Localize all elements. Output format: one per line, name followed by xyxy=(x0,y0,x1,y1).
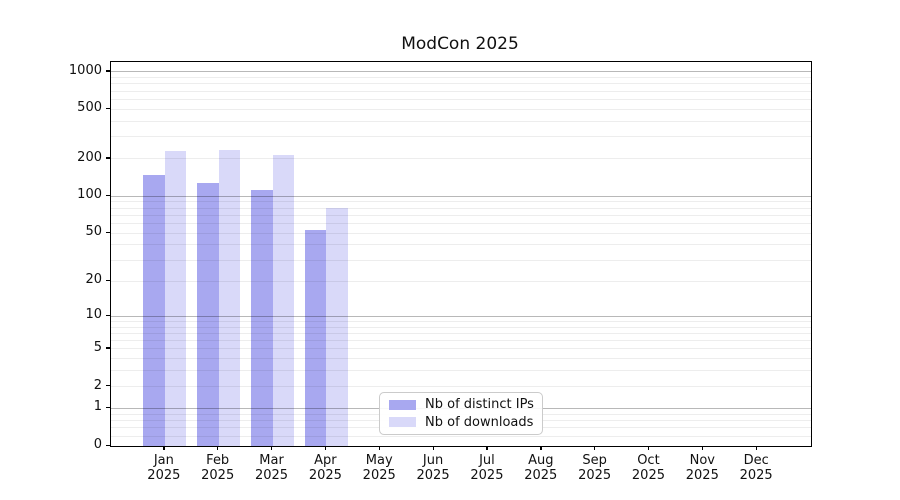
plot-area xyxy=(110,61,812,447)
y-tick-label: 50 xyxy=(85,224,102,240)
x-tick-month: Oct xyxy=(637,453,660,468)
x-tick-label-feb: Feb 2025 xyxy=(190,453,246,483)
x-tick-mark xyxy=(540,446,542,450)
x-tick-month: Apr xyxy=(314,453,337,468)
y-tick-label: 5 xyxy=(93,339,102,355)
x-tick-mark xyxy=(647,446,650,450)
x-tick-month: Feb xyxy=(206,453,230,468)
x-tick-mark xyxy=(324,446,327,450)
x-tick-label-dec: Dec 2025 xyxy=(728,453,784,483)
y-tick-mark xyxy=(106,279,110,281)
x-tick-mark xyxy=(432,446,434,450)
legend-entry-downloads: Nb of downloads xyxy=(389,415,533,430)
x-tick-label-jun: Jun 2025 xyxy=(405,453,461,483)
x-tick-year: 2025 xyxy=(201,468,235,483)
y-tick-mark xyxy=(106,194,110,196)
legend-swatch-icon xyxy=(389,417,416,428)
x-tick-month: Jan xyxy=(153,453,174,468)
y-tick-label: 1000 xyxy=(68,62,102,78)
x-tick-month: May xyxy=(365,453,393,468)
x-tick-month: Nov xyxy=(689,453,715,468)
y-tick-mark xyxy=(106,157,110,159)
x-tick-year: 2025 xyxy=(308,468,342,483)
legend-label: Nb of downloads xyxy=(425,414,534,430)
x-tick-label-nov: Nov 2025 xyxy=(674,453,730,483)
x-tick-mark xyxy=(378,446,381,450)
x-tick-year: 2025 xyxy=(578,468,612,483)
y-tick-label: 0 xyxy=(93,437,102,452)
x-tick-label-may: May 2025 xyxy=(351,453,407,483)
x-tick-mark xyxy=(217,446,219,450)
y-tick-mark xyxy=(106,444,110,446)
y-tick-mark xyxy=(106,107,110,110)
x-tick-label-jan: Jan 2025 xyxy=(136,453,192,483)
legend-swatch-icon xyxy=(389,399,416,410)
y-tick-mark xyxy=(106,406,110,409)
chart-title: ModCon 2025 xyxy=(401,34,519,54)
legend-entry-distinct-ips: Nb of distinct IPs xyxy=(389,397,534,413)
x-tick-month: Jun xyxy=(422,453,444,468)
y-tick-label: 500 xyxy=(77,100,102,116)
y-tick-mark xyxy=(106,231,110,233)
y-tick-mark xyxy=(106,385,110,387)
x-tick-year: 2025 xyxy=(470,468,504,483)
x-tick-label-apr: Apr 2025 xyxy=(297,453,353,483)
y-tick-label: 1 xyxy=(93,399,102,415)
x-tick-label-aug: Aug 2025 xyxy=(513,453,569,483)
x-tick-year: 2025 xyxy=(147,468,181,483)
x-tick-year: 2025 xyxy=(739,468,773,483)
x-tick-label-mar: Mar 2025 xyxy=(244,453,300,483)
x-tick-year: 2025 xyxy=(631,468,665,483)
x-tick-mark xyxy=(163,446,165,450)
x-tick-mark xyxy=(755,446,757,450)
y-tick-label: 20 xyxy=(85,272,102,288)
x-tick-mark xyxy=(271,446,273,450)
x-tick-mark xyxy=(594,446,596,450)
x-tick-month: Dec xyxy=(743,453,769,468)
x-tick-label-sep: Sep 2025 xyxy=(567,453,623,483)
x-tick-label-oct: Oct 2025 xyxy=(620,453,676,483)
y-tick-label: 100 xyxy=(77,187,102,203)
y-tick-label: 10 xyxy=(85,307,102,323)
y-tick-label: 200 xyxy=(77,149,102,165)
x-tick-month: Mar xyxy=(259,453,284,468)
x-tick-year: 2025 xyxy=(524,468,558,483)
legend-label: Nb of distinct IPs xyxy=(425,397,534,413)
x-tick-mark xyxy=(486,446,488,450)
x-tick-month: Aug xyxy=(528,453,554,468)
y-tick-mark xyxy=(106,314,110,316)
y-tick-mark xyxy=(106,70,110,72)
y-tick-mark xyxy=(106,347,110,349)
x-tick-mark xyxy=(701,446,704,450)
x-tick-year: 2025 xyxy=(362,468,396,483)
x-tick-year: 2025 xyxy=(416,468,450,483)
y-tick-label: 2 xyxy=(93,377,102,393)
x-tick-month: Jul xyxy=(479,453,495,468)
legend: Nb of distinct IPs Nb of downloads xyxy=(379,392,543,435)
x-tick-label-jul: Jul 2025 xyxy=(459,453,515,483)
x-tick-year: 2025 xyxy=(685,468,719,483)
x-tick-year: 2025 xyxy=(254,468,289,483)
x-tick-month: Sep xyxy=(582,453,607,468)
